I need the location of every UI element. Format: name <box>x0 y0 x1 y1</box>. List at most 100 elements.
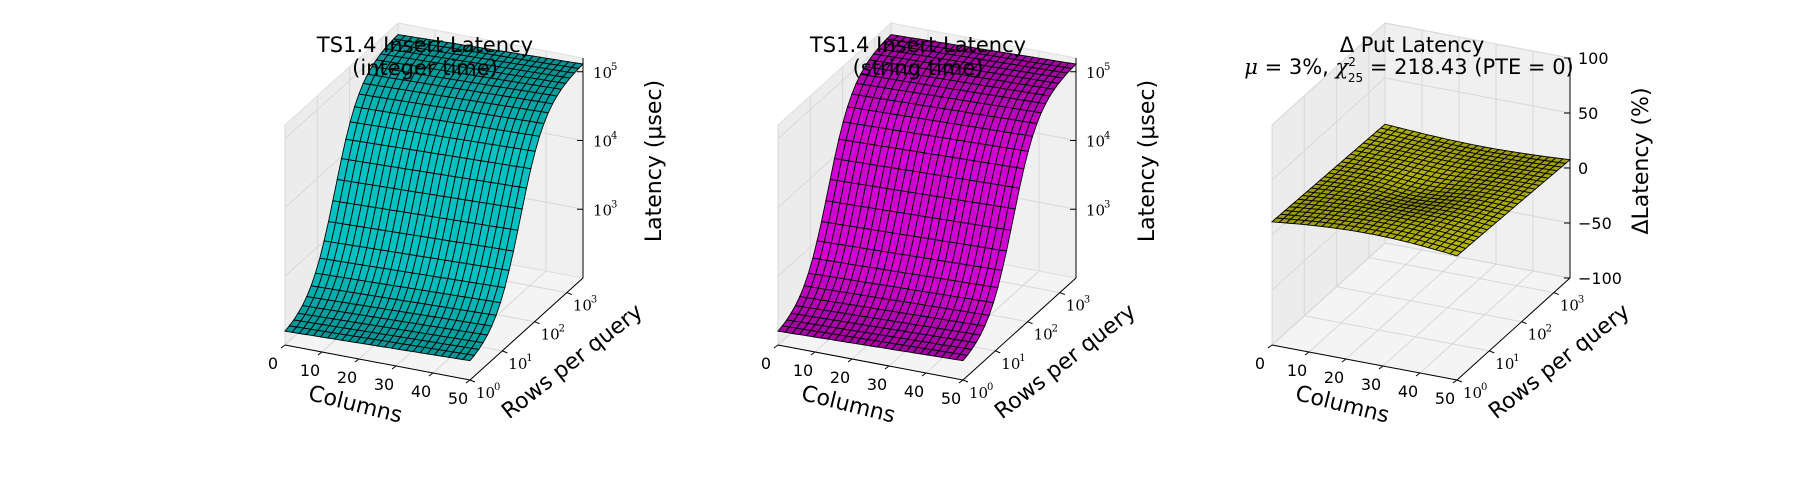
subtitle-stat: = 218.43 (PTE = 0) <box>1363 55 1574 79</box>
y-tick-exponent: 1 <box>1513 353 1519 364</box>
y-tick-exponent: 3 <box>1084 295 1090 306</box>
y-axis-line <box>1456 277 1571 381</box>
x-tick-mark <box>773 344 779 349</box>
x-tick-label: 40 <box>1398 382 1418 401</box>
surface-patch <box>1448 249 1463 257</box>
chi-symbol: χ <box>1334 55 1350 79</box>
x-tick-label: 50 <box>1435 389 1455 408</box>
y-tick-label: 10 <box>969 384 988 402</box>
x-tick-label: 20 <box>337 368 357 387</box>
chart-title: TS1.4 Insert Latency <box>809 33 1026 57</box>
x-tick-label: 30 <box>374 375 394 394</box>
z-tick-label: 10 <box>1086 201 1105 219</box>
axes-lines <box>284 58 584 381</box>
x-tick-label: 0 <box>761 354 771 373</box>
x-tick-mark <box>391 365 397 370</box>
y-tick-label: 10 <box>1463 384 1482 402</box>
y-tick-label: 10 <box>573 297 592 315</box>
z-tick-exponent: 5 <box>1104 62 1110 73</box>
z-tick-exponent: 3 <box>1104 199 1110 210</box>
y-tick-mark <box>962 379 969 383</box>
y-tick-mark <box>566 292 573 296</box>
grid-line-z <box>1271 242 1571 346</box>
x-tick-label: 40 <box>411 382 431 401</box>
y-tick-exponent: 1 <box>526 353 532 364</box>
chart-panel-3: 0 10 20 30 40 50 100101102103100500−50−100Colu… <box>1244 21 1654 429</box>
y-tick-label: 10 <box>1066 297 1085 315</box>
z-tick-exponent: 4 <box>611 131 617 142</box>
z-tick-label: 10 <box>593 64 612 82</box>
z-tick-label: −50 <box>1578 214 1612 233</box>
y-tick-exponent: 3 <box>591 295 597 306</box>
z-tick-label: 10 <box>1086 133 1105 151</box>
chart-subtitle: (string time) <box>853 56 984 80</box>
x-tick-mark <box>1415 372 1421 377</box>
chi-subscript: 25 <box>1348 71 1363 85</box>
x-tick-mark <box>1378 365 1384 370</box>
z-tick-exponent: 4 <box>1104 131 1110 142</box>
x-tick-label: 50 <box>448 389 468 408</box>
z-axis-label: Latency (μsec) <box>642 80 667 242</box>
z-tick-exponent: 3 <box>611 199 617 210</box>
y-tick-mark <box>502 350 508 354</box>
z-tick-label: 10 <box>593 133 612 151</box>
y-tick-mark <box>1521 321 1527 325</box>
y-tick-label: 10 <box>508 355 527 373</box>
y-tick-label: 10 <box>541 326 560 344</box>
x-tick-label: 40 <box>904 382 924 401</box>
surface-patch <box>955 353 969 362</box>
y-tick-mark <box>469 379 476 383</box>
x-axis-line <box>777 344 964 381</box>
x-axis-line <box>284 344 471 381</box>
y-tick-exponent: 1 <box>1019 353 1025 364</box>
x-tick-label: 0 <box>268 354 278 373</box>
grid-line-z <box>1271 22 1571 126</box>
surface-patch <box>462 353 476 362</box>
x-tick-label: 50 <box>941 389 961 408</box>
x-tick-mark <box>810 351 816 356</box>
y-tick-mark <box>1027 321 1033 325</box>
z-tick-label: −100 <box>1578 269 1622 288</box>
z-tick-label: 50 <box>1578 104 1598 123</box>
x-tick-label: 20 <box>830 368 850 387</box>
z-tick-exponent: 5 <box>611 62 617 73</box>
y-tick-exponent: 0 <box>1481 382 1487 393</box>
y-tick-exponent: 3 <box>1578 295 1584 306</box>
x-tick-mark <box>428 372 434 377</box>
y-tick-label: 10 <box>1034 326 1053 344</box>
x-tick-mark <box>958 379 964 384</box>
y-tick-label: 10 <box>1528 326 1547 344</box>
y-tick-mark <box>1059 292 1066 296</box>
z-axis-label: ΔLatency (%) <box>1629 87 1654 234</box>
x-tick-mark <box>280 344 286 349</box>
y-tick-mark <box>1456 379 1463 383</box>
y-axis-line <box>469 277 584 381</box>
y-tick-exponent: 0 <box>987 382 993 393</box>
x-axis-line <box>1271 344 1458 381</box>
x-tick-label: 20 <box>1324 368 1344 387</box>
x-tick-label: 10 <box>793 361 813 380</box>
grid-line-z <box>1271 77 1571 181</box>
x-tick-mark <box>465 379 471 384</box>
y-tick-mark <box>534 321 540 325</box>
x-tick-mark <box>354 358 360 363</box>
y-tick-exponent: 2 <box>1546 324 1552 335</box>
y-axis-line <box>962 277 1077 381</box>
y-tick-label: 10 <box>1495 355 1514 373</box>
y-tick-exponent: 2 <box>1052 324 1058 335</box>
x-tick-label: 30 <box>867 375 887 394</box>
y-tick-label: 10 <box>1560 297 1579 315</box>
axes-lines <box>777 58 1077 381</box>
x-tick-mark <box>921 372 927 377</box>
x-tick-mark <box>1267 344 1273 349</box>
y-tick-mark <box>1489 350 1495 354</box>
y-tick-label: 10 <box>476 384 495 402</box>
y-tick-label: 10 <box>1001 355 1020 373</box>
x-tick-label: 0 <box>1255 354 1265 373</box>
x-tick-mark <box>1304 351 1310 356</box>
x-tick-mark <box>317 351 323 356</box>
y-tick-exponent: 0 <box>494 382 500 393</box>
